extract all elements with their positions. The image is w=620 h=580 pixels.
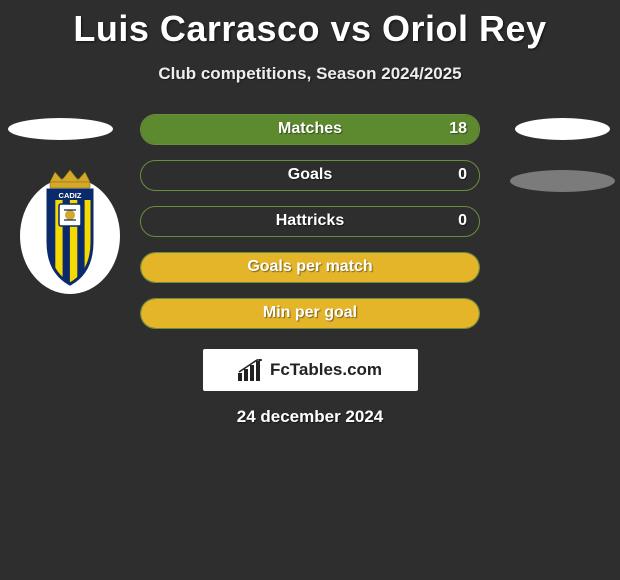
player-left-ellipse (8, 118, 113, 140)
player-right-ellipse (515, 118, 610, 140)
stat-bar: Hattricks 0 (140, 206, 480, 237)
page-subtitle: Club competitions, Season 2024/2025 (0, 64, 620, 84)
stat-bar-label: Matches (278, 120, 342, 137)
player-right-team-ellipse (510, 170, 615, 192)
stat-bars: Matches 18 Goals 0 Hattricks 0 Goals per match… (140, 114, 480, 329)
attribution-chart-icon (238, 359, 264, 381)
page-title: Luis Carrasco vs Oriol Rey (0, 0, 620, 50)
comparison-stage: CADIZ Matches 18 Goals 0 Hattricks 0 Goals per… (0, 114, 620, 329)
stat-bar: Matches 18 (140, 114, 480, 145)
stat-bar-label: Hattricks (276, 212, 344, 229)
stat-bar-label: Goals per match (247, 258, 372, 275)
snapshot-date: 24 december 2024 (0, 407, 620, 427)
stat-bar-value-right: 0 (458, 207, 467, 235)
crest-label: CADIZ (59, 191, 82, 200)
stat-bar-value-right: 0 (458, 161, 467, 189)
attribution-badge: FcTables.com (203, 349, 418, 391)
stat-bar-label: Min per goal (263, 304, 357, 321)
stat-bar-label: Goals (288, 166, 332, 183)
attribution-text: FcTables.com (270, 360, 382, 380)
club-crest-icon: CADIZ (20, 164, 120, 294)
stat-bar: Min per goal (140, 298, 480, 329)
stat-bar: Goals 0 (140, 160, 480, 191)
stat-bar: Goals per match (140, 252, 480, 283)
stat-bar-value-right: 18 (449, 115, 467, 143)
